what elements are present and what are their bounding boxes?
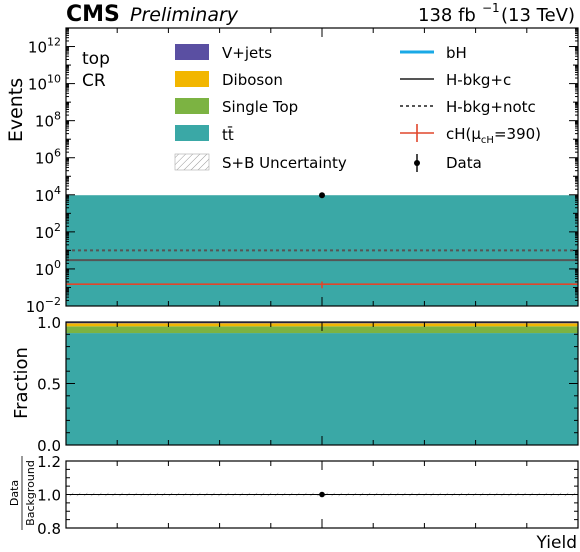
tick-base: 10 bbox=[35, 150, 54, 168]
main-y-tick-label: 1012 bbox=[28, 36, 61, 57]
legend-hbkg-c-label: H-bkg+c bbox=[446, 71, 511, 89]
tick-base: 10 bbox=[28, 39, 47, 57]
ratio-y-tick-label: 1.2 bbox=[37, 453, 61, 471]
lumi-value: 138 fb bbox=[418, 5, 476, 26]
fraction-frame bbox=[65, 321, 579, 446]
main-y-tick-label: 104 bbox=[35, 184, 61, 205]
main-y-tick-label: 10−2 bbox=[26, 295, 61, 316]
tick-base: 10 bbox=[26, 298, 45, 316]
legend-singletop-label: Single Top bbox=[222, 98, 298, 116]
tick-base: 10 bbox=[35, 261, 54, 279]
cms-label: CMS bbox=[66, 2, 120, 27]
legend-vjets-label: V+jets bbox=[222, 44, 272, 62]
fraction-y-tick-label: 1.0 bbox=[37, 314, 61, 332]
ratio-label-numerator: Data bbox=[8, 480, 21, 506]
main-y-axis-label: Events bbox=[5, 78, 27, 142]
ttbar-stack bbox=[66, 195, 578, 306]
ratio-data-point bbox=[319, 491, 325, 498]
tick-exponent: 12 bbox=[47, 36, 61, 49]
x-axis-label: Yield bbox=[536, 533, 577, 552]
main-x-ticks bbox=[116, 28, 528, 306]
main-y-tick-label: 108 bbox=[35, 110, 61, 131]
fraction-bars bbox=[66, 322, 578, 445]
ratio-x-ticks bbox=[116, 461, 528, 528]
legend-singletop-swatch bbox=[175, 98, 209, 114]
tick-exponent: 10 bbox=[47, 73, 61, 86]
main-y-tick-label: 106 bbox=[35, 147, 61, 168]
region-line1: top bbox=[82, 49, 110, 69]
ratio-frame bbox=[65, 460, 579, 529]
legend-vjets-swatch bbox=[175, 44, 209, 60]
main-y-tick-label: 100 bbox=[35, 258, 61, 279]
ratio-y-tick-label: 0.8 bbox=[37, 520, 61, 538]
region-line2: CR bbox=[82, 71, 106, 91]
legend-signal-label: cH(μcH=390) bbox=[446, 125, 541, 146]
fraction-bar-ttbar bbox=[66, 333, 578, 445]
ratio-y-ticks: 0.8 1.0 1.2 bbox=[37, 453, 578, 538]
fraction-y-tick-label: 0.5 bbox=[37, 376, 61, 394]
ratio-y-axis-label: Data Background bbox=[8, 456, 37, 530]
fraction-y-axis-label: Fraction bbox=[11, 347, 32, 419]
ratio-y-tick-label: 1.0 bbox=[37, 487, 61, 505]
main-frame bbox=[65, 27, 579, 307]
legend-signal-head: cH(μ bbox=[446, 125, 481, 143]
main-y-tick-label: 1010 bbox=[28, 73, 61, 94]
legend-signal-sub: cH bbox=[481, 135, 494, 146]
legend-data-label: Data bbox=[446, 154, 482, 172]
main-y-tick-label: 102 bbox=[35, 221, 61, 242]
lumi-exponent: −1 bbox=[482, 1, 500, 15]
tick-base: 10 bbox=[35, 187, 54, 205]
legend: V+jets Diboson Single Top tt̄ S+B Uncert… bbox=[174, 44, 541, 172]
ratio-label-denominator: Background bbox=[24, 460, 37, 526]
lumi-label: 138 fb −1 (13 TeV) bbox=[418, 1, 575, 26]
tick-exponent: 8 bbox=[54, 110, 61, 123]
legend-ttbar-swatch bbox=[175, 125, 209, 141]
tick-exponent: 6 bbox=[54, 147, 61, 160]
fraction-y-tick-label: 0.0 bbox=[37, 437, 61, 455]
tick-base: 10 bbox=[35, 113, 54, 131]
tick-exponent: 4 bbox=[54, 184, 61, 197]
tick-base: 10 bbox=[35, 224, 54, 242]
legend-unc-label: S+B Uncertainty bbox=[222, 154, 347, 172]
legend-signal-swatch bbox=[400, 124, 434, 142]
legend-unc-swatch bbox=[174, 153, 210, 171]
fraction-x-ticks bbox=[116, 322, 528, 445]
energy-label: (13 TeV) bbox=[501, 5, 575, 26]
legend-data-swatch bbox=[414, 154, 420, 172]
tick-exponent: −2 bbox=[45, 295, 61, 308]
ratio-panel: 0.8 1.0 1.2 Data Background Yield bbox=[8, 453, 579, 552]
legend-ttbar-label: tt̄ bbox=[222, 125, 234, 144]
tick-exponent: 2 bbox=[54, 221, 61, 234]
legend-signal-tail: =390) bbox=[494, 125, 541, 143]
legend-hbkg-notc-label: H-bkg+notc bbox=[446, 98, 536, 116]
tick-base: 10 bbox=[28, 76, 47, 94]
tick-exponent: 0 bbox=[54, 258, 61, 271]
data-point-main bbox=[319, 192, 325, 199]
legend-bH-label: bH bbox=[446, 44, 467, 62]
fraction-panel: 0.0 0.5 1.0 Fraction bbox=[11, 314, 579, 455]
preliminary-label: Preliminary bbox=[130, 4, 239, 26]
legend-data-marker bbox=[414, 160, 420, 166]
legend-diboson-swatch bbox=[175, 71, 209, 87]
legend-diboson-label: Diboson bbox=[222, 71, 283, 89]
